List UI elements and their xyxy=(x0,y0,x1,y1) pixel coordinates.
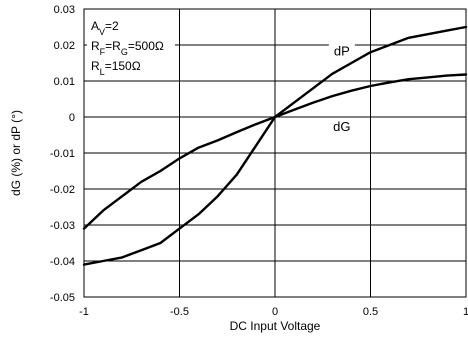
x-tick-label: 0 xyxy=(272,306,278,318)
x-tick-label: -0.5 xyxy=(170,306,189,318)
x-tick-label: 0.5 xyxy=(363,306,378,318)
condition-av: AV=2 xyxy=(91,19,119,37)
y-tick-label: -0.02 xyxy=(50,184,75,196)
series-label-dp: dP xyxy=(334,43,350,58)
y-tick-label: 0.02 xyxy=(54,40,75,52)
condition-rf-rg: RF=RG=500Ω xyxy=(91,39,164,57)
y-tick-label: -0.03 xyxy=(50,220,75,232)
series-label-dg: dG xyxy=(333,119,350,134)
x-tick-label: 1 xyxy=(463,306,468,318)
series-line-dg xyxy=(82,73,468,230)
conditions-box xyxy=(87,13,175,75)
y-tick-label: -0.05 xyxy=(50,292,75,304)
y-tick-label: 0 xyxy=(69,112,75,124)
series-lines xyxy=(82,25,468,266)
x-tick-labels: -1 -0.5 0 0.5 1 xyxy=(79,306,468,318)
series-label-dp-bg xyxy=(328,43,355,60)
series-label-dg-bg xyxy=(328,119,355,135)
y-tick-label: 0.01 xyxy=(54,76,75,88)
condition-rl: RL=150Ω xyxy=(91,59,141,77)
plot-frame xyxy=(83,8,467,298)
y-axis-title: dG (%) or dP (°) xyxy=(9,110,23,196)
x-tick-label: -1 xyxy=(79,306,89,318)
y-tick-label: 0.03 xyxy=(54,4,75,16)
y-tick-labels: 0.03 0.02 0.01 0 -0.01 -0.02 -0.03 -0.04 -0.05 xyxy=(50,4,75,304)
x-axis-title: DC Input Voltage xyxy=(230,319,321,333)
y-tick-label: -0.04 xyxy=(50,256,75,268)
y-tick-label: -0.01 xyxy=(50,148,75,160)
